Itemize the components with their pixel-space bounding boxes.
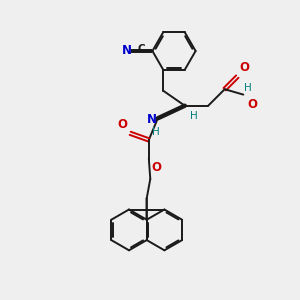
Text: H: H [190, 111, 198, 121]
Text: O: O [117, 118, 127, 131]
Text: N: N [122, 44, 132, 58]
Text: N: N [147, 113, 157, 126]
Text: O: O [247, 98, 257, 111]
Text: O: O [151, 161, 161, 174]
Text: O: O [240, 61, 250, 74]
Text: C: C [138, 44, 146, 54]
Text: H: H [152, 127, 160, 137]
Text: H: H [244, 83, 252, 93]
